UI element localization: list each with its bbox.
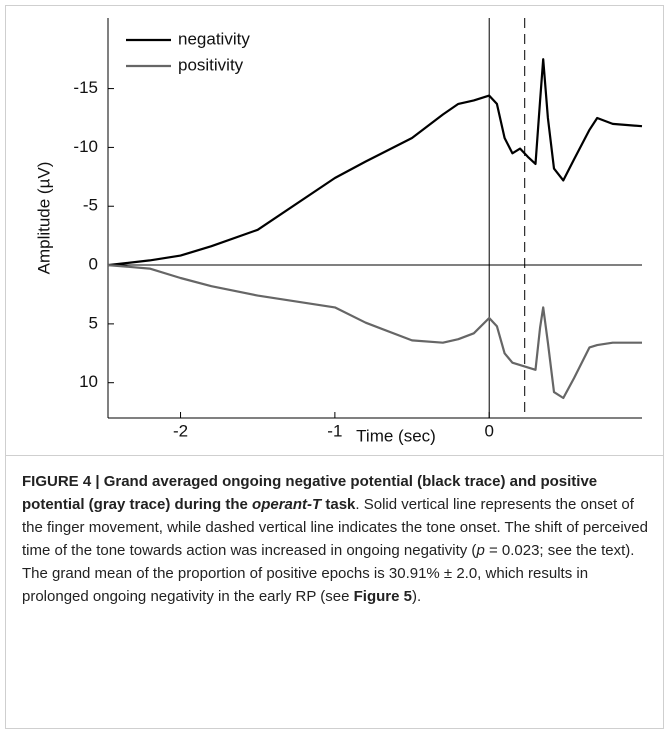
y-axis-label: Amplitude (µV): [34, 162, 53, 275]
legend-label: negativity: [178, 29, 250, 48]
y-tick-label: 0: [89, 255, 98, 274]
y-tick-label: 5: [89, 313, 98, 332]
caption-task: operant-T: [252, 496, 322, 513]
y-tick-label: 10: [79, 372, 98, 391]
x-tick-label: -1: [327, 421, 342, 440]
legend-label: positivity: [178, 55, 244, 74]
y-tick-label: -10: [73, 137, 98, 156]
series-line: [107, 58, 643, 267]
chart: Time (sec) Amplitude (µV) -15-10-50510-2…: [34, 18, 643, 445]
x-tick-label: -2: [173, 421, 188, 440]
figure-frame: [5, 5, 664, 729]
x-axis-label: Time (sec): [356, 426, 436, 445]
caption-p: p: [476, 542, 485, 559]
series-line: [107, 264, 642, 400]
separator: [5, 455, 664, 456]
caption-ref: Figure 5: [353, 588, 412, 605]
caption: FIGURE 4 | Grand averaged ongoing negati…: [22, 470, 650, 608]
y-tick-label: -15: [73, 78, 98, 97]
caption-title: FIGURE 4 | Grand averaged ongoing negati…: [22, 473, 598, 513]
caption-text: ).: [411, 588, 422, 605]
caption-text: = 0.023; see the text). The grand mean o…: [22, 542, 635, 605]
caption-text: . Solid vertical line represents the ons…: [22, 496, 648, 559]
y-tick-label: -5: [83, 196, 98, 215]
x-tick-label: 0: [484, 421, 493, 440]
caption-title-end: task: [321, 496, 356, 513]
